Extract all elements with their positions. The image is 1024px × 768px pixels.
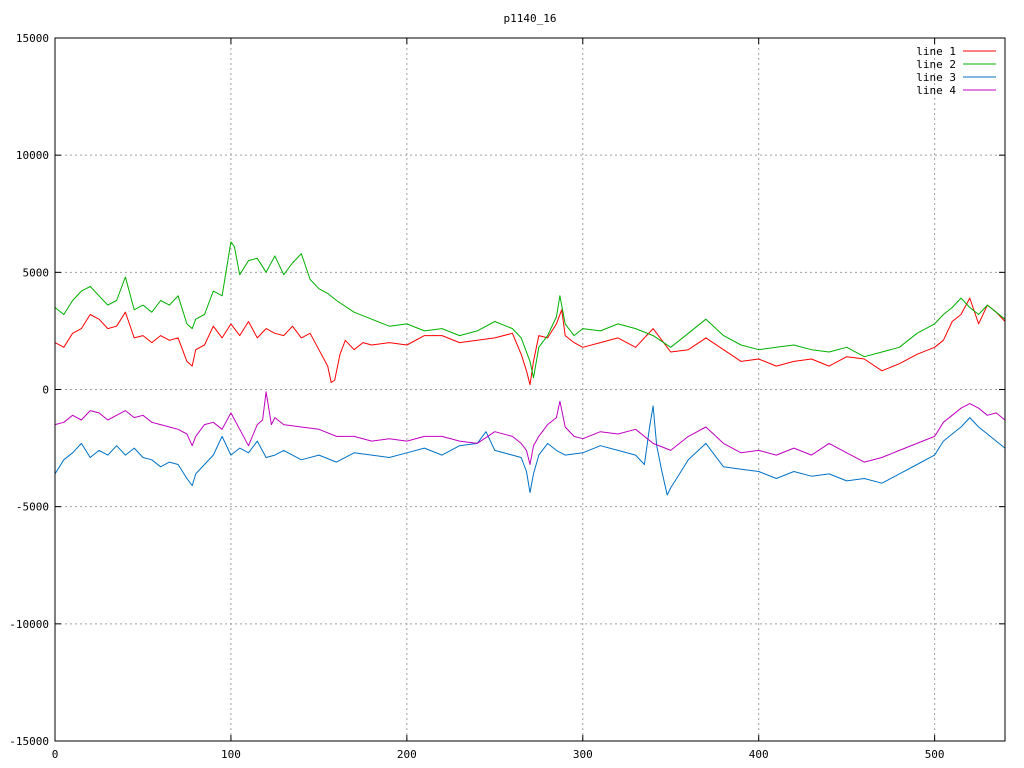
x-tick-label: 0 xyxy=(52,748,59,761)
x-tick-label: 500 xyxy=(925,748,945,761)
series-line-1 xyxy=(54,297,1006,386)
grid-lines xyxy=(55,38,1005,741)
x-tick-label: 400 xyxy=(749,748,769,761)
y-tick-label: -5000 xyxy=(16,501,49,514)
y-tick-label: 15000 xyxy=(16,32,49,45)
series-line-3 xyxy=(54,405,1006,496)
legend-label-1: line 1 xyxy=(916,45,956,58)
y-tick-label: 10000 xyxy=(16,149,49,162)
legend-label-3: line 3 xyxy=(916,71,956,84)
legend-label-2: line 2 xyxy=(916,58,956,71)
y-tick-label: 5000 xyxy=(23,266,50,279)
legend-label-4: line 4 xyxy=(916,84,956,97)
y-tick-label: -15000 xyxy=(9,735,49,748)
axis-ticks: 0 100 200 300 400 500 -15000 -10000 -5000 0 5000 10… xyxy=(9,32,1005,761)
chart-title: p1140_16 xyxy=(504,12,557,25)
series-lines xyxy=(54,241,1006,496)
series-line-2 xyxy=(54,241,1006,379)
series-line-4 xyxy=(54,391,1006,465)
x-tick-label: 200 xyxy=(397,748,417,761)
x-tick-label: 300 xyxy=(573,748,593,761)
y-tick-label: 0 xyxy=(42,384,49,397)
x-tick-label: 100 xyxy=(221,748,241,761)
y-tick-label: -10000 xyxy=(9,618,49,631)
